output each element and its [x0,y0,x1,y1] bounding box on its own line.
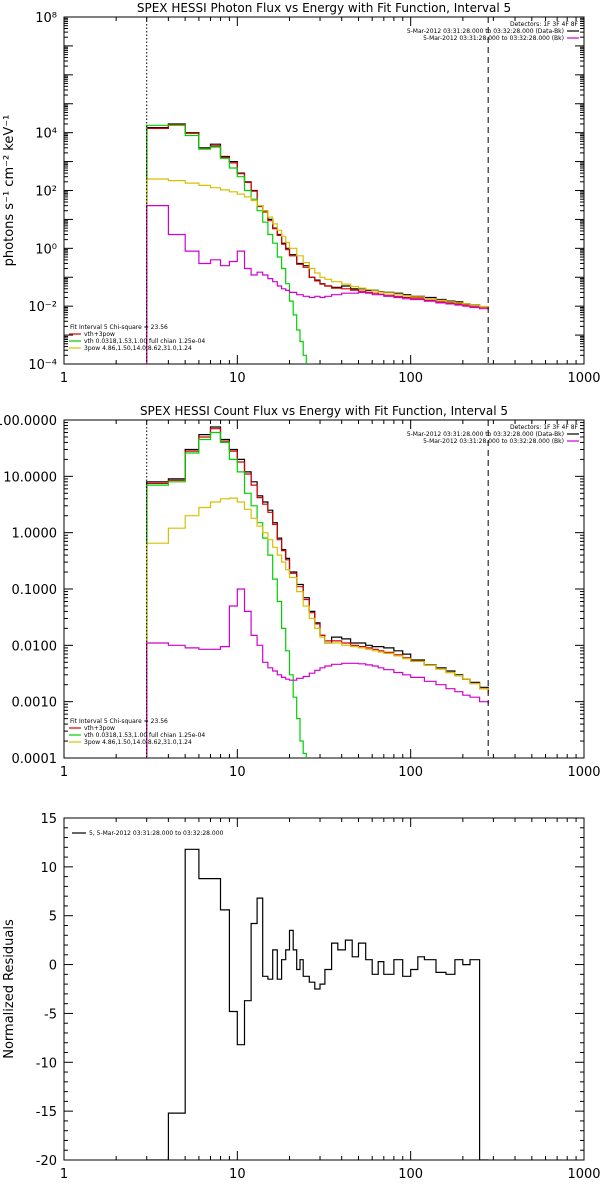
x-tick-label: 10 [229,765,246,780]
x-tick-label: 1 [60,371,68,386]
chart-panel-2: SPEX HESSI Count Flux vs Energy with Fit… [0,404,600,780]
legend-entry: vth 0.0318,1.53,1.00 full chian 1.25e-04 [84,338,205,345]
legend-entry: 5-Mar-2012 03:31:28.000 to 03:32:28.000 … [423,438,564,445]
plot-frame [63,16,585,365]
y-axis-label: Normalized Residuals [2,919,17,1059]
y-tick-label: 0.0010 [12,696,58,711]
legend-entry: 5-Mar-2012 03:31:28.000 to 03:32:28.000 … [423,35,564,42]
series-line-2 [146,428,489,758]
plot-frame [63,419,585,759]
y-axis: 0.0001 0.0010 0.0100 0.1000 1.0000 10.0000 100… [0,414,584,767]
x-tick-label: 100 [398,1167,423,1182]
x-tick-label: 1 [60,1167,68,1182]
series-line-4 [146,178,489,364]
y-tick-label: 10 [40,861,57,876]
series-group [146,848,489,1160]
y-tick-label: -15 [36,1105,57,1120]
chart-title: SPEX HESSI Photon Flux vs Energy with Fi… [137,1,511,15]
legend-top: Detectors: 1F 3F 4F 8F5-Mar-2012 03:31:2… [407,424,579,445]
legend-entry: 5, 5-Mar-2012 03:31:28.000 to 03:32:28.0… [89,830,224,837]
series-line-1 [146,848,489,1160]
x-tick-label: 100 [398,765,423,780]
y-tick-label: 15 [40,812,57,827]
legend-inset: 5, 5-Mar-2012 03:31:28.000 to 03:32:28.0… [72,830,224,837]
legend-entry: 3pow 4.86,1.50,14.0,8.62,31.0,1.24 [84,739,192,746]
legend-entry: Detectors: 1F 3F 4F 8F [510,21,579,28]
y-axis: 10⁻⁴ 10⁻² 10⁰ 10² 10⁴ 10⁸ [28,11,584,373]
x-tick-label: 10 [229,371,246,386]
series-line-3 [146,124,307,364]
legend-entry: vth+3pow [84,331,115,338]
y-tick-label: -5 [44,1007,57,1022]
series-line-1 [146,426,489,758]
series-group [146,123,489,364]
y-tick-label: -10 [36,1056,57,1071]
legend-bottom: Fit Interval 5 Chi-square = 23.56vth+3po… [69,718,205,746]
legend-entry: 5-Mar-2012 03:31:28.000 to 03:32:28.000 … [407,431,564,438]
legend-entry: Detectors: 1F 3F 4F 8F [510,424,579,431]
x-axis: 1 10 100 1000 [60,420,600,780]
legend-entry: Fit Interval 5 Chi-square = 23.56 [70,718,168,725]
plot-frame [63,817,585,1161]
y-axis: -20 -15 -10 -5 0 5 10 15 [36,812,584,1169]
legend-entry: 5-Mar-2012 03:31:28.000 to 03:32:28.000 … [407,28,564,35]
x-tick-label: 10 [229,1167,246,1182]
x-axis: 1 10 100 1000 [60,17,600,386]
series-line-3 [146,431,307,758]
series-group [146,426,489,758]
legend-entry: vth+3pow [84,725,115,732]
chart-panel-3: 1 10 100 1000 -20 -15 -10 -5 0 5 10 15 Normalized Re… [2,812,600,1182]
x-tick-label: 100 [398,371,423,386]
series-line-5 [146,205,489,364]
y-tick-label: 10⁻² [28,300,57,315]
x-tick-label: 1 [60,765,68,780]
series-line-5 [146,588,489,758]
y-tick-label: 10⁸ [35,11,57,26]
y-tick-label: -20 [36,1154,57,1169]
x-tick-label: 1000 [567,371,600,386]
series-line-2 [146,124,489,364]
y-tick-label: 10⁴ [35,127,57,142]
y-tick-label: 5 [49,910,57,925]
x-tick-label: 1000 [567,1167,600,1182]
y-tick-label: 10² [35,185,57,200]
y-tick-label: 1.0000 [12,527,58,542]
y-tick-label: 0.0100 [12,639,58,654]
y-axis-label: photons s⁻¹ cm⁻² keV⁻¹ [2,115,17,267]
y-tick-label: 100.0000 [0,414,57,429]
x-tick-label: 1000 [567,765,600,780]
legend-top: Detectors: 1F 3F 4F 8F5-Mar-2012 03:31:2… [407,21,579,42]
y-tick-label: 10⁰ [35,242,57,257]
y-tick-label: 0.0001 [12,752,58,767]
y-tick-label: 10.0000 [3,470,57,485]
legend-entry: Fit Interval 5 Chi-square = 23.56 [70,324,168,331]
legend-bottom: Fit Interval 5 Chi-square = 23.56vth+3po… [69,324,205,352]
series-line-4 [146,497,489,758]
y-tick-label: 10⁻⁴ [28,358,57,373]
legend-entry: vth 0.0318,1.53,1.00 full chian 1.25e-04 [84,732,205,739]
y-tick-label: 0 [49,959,57,974]
series-line-1 [146,123,489,364]
legend-entry: 3pow 4.86,1.50,14.0,8.62,31.0,1.24 [84,345,192,352]
chart-panel-1: SPEX HESSI Photon Flux vs Energy with Fi… [2,1,600,386]
x-axis: 1 10 100 1000 [60,818,600,1182]
chart-title: SPEX HESSI Count Flux vs Energy with Fit… [140,404,508,418]
y-tick-label: 0.1000 [12,583,58,598]
